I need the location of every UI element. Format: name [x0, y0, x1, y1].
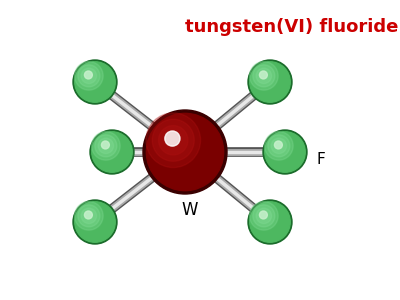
Circle shape — [102, 141, 109, 149]
Circle shape — [75, 202, 115, 242]
Circle shape — [74, 61, 103, 90]
Circle shape — [250, 202, 290, 242]
Circle shape — [248, 200, 292, 244]
Circle shape — [81, 208, 96, 224]
Text: W: W — [182, 201, 198, 219]
Circle shape — [95, 135, 117, 157]
Circle shape — [250, 202, 278, 230]
Circle shape — [78, 65, 100, 87]
Circle shape — [265, 132, 305, 172]
Circle shape — [84, 211, 92, 219]
Circle shape — [260, 71, 267, 79]
Circle shape — [271, 138, 286, 154]
Circle shape — [260, 211, 267, 219]
Circle shape — [268, 135, 290, 157]
Text: tungsten(VI) fluoride: tungsten(VI) fluoride — [185, 18, 398, 36]
Circle shape — [250, 62, 290, 102]
Circle shape — [146, 113, 200, 167]
Circle shape — [90, 130, 134, 174]
Circle shape — [84, 71, 92, 79]
Circle shape — [92, 132, 132, 172]
Circle shape — [250, 61, 278, 90]
Circle shape — [74, 202, 103, 230]
Circle shape — [92, 131, 120, 160]
Circle shape — [248, 60, 292, 104]
Circle shape — [81, 68, 96, 83]
Circle shape — [253, 65, 275, 87]
Circle shape — [75, 62, 115, 102]
Circle shape — [73, 200, 117, 244]
Circle shape — [146, 113, 224, 190]
Text: F: F — [316, 152, 325, 167]
Circle shape — [264, 131, 293, 160]
Circle shape — [98, 138, 114, 154]
Circle shape — [143, 110, 227, 194]
Circle shape — [152, 119, 194, 161]
Circle shape — [256, 208, 272, 224]
Circle shape — [165, 131, 180, 146]
Circle shape — [274, 141, 282, 149]
Circle shape — [263, 130, 307, 174]
Circle shape — [73, 60, 117, 104]
Circle shape — [158, 125, 188, 155]
Circle shape — [78, 205, 100, 227]
Circle shape — [256, 68, 272, 83]
Circle shape — [253, 205, 275, 227]
